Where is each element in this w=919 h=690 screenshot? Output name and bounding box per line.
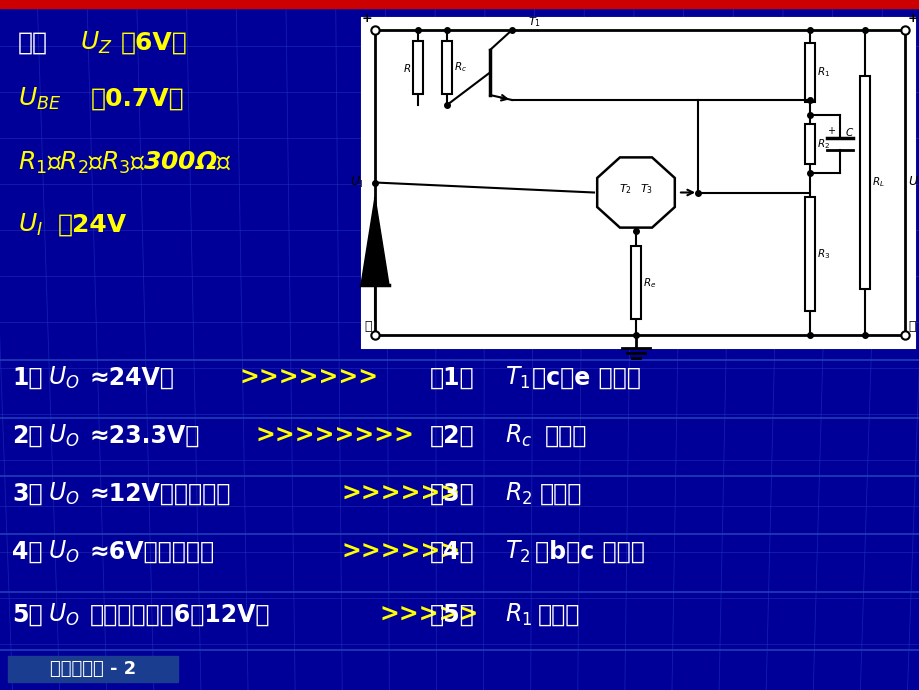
Text: ≈6V且不可调；: ≈6V且不可调； [90,540,215,564]
Text: 2）: 2） [12,424,42,448]
Text: $U_{BE}$: $U_{BE}$ [18,86,62,112]
Text: ≈12V且不可调；: ≈12V且不可调； [90,482,231,506]
Text: 已知: 已知 [18,31,48,55]
Text: $R_2$: $R_2$ [505,481,532,507]
Text: $T_1$: $T_1$ [505,365,529,391]
Bar [804,43,814,102]
Text: +: + [826,126,834,136]
Text: （5）: （5） [429,603,474,627]
Text: ＝6V，: ＝6V， [121,31,187,55]
Text: $R_1$: $R_1$ [505,602,532,628]
Text: $U_Z$: $U_Z$ [80,30,112,56]
FancyBboxPatch shape [8,656,177,682]
Text: （3）: （3） [429,482,474,506]
Text: $R$: $R$ [403,61,411,74]
Bar [441,41,451,94]
Text: 3）: 3） [12,482,42,506]
Text: ≈24V；: ≈24V； [90,366,175,390]
Polygon shape [596,157,674,228]
Text: >>>>>>: >>>>>> [342,540,460,564]
Bar [804,124,814,164]
Text: $U_O$: $U_O$ [48,602,80,628]
Text: $U_{\rm I}$: $U_{\rm I}$ [350,175,363,190]
Bar [361,18,914,348]
Text: $U_{\rm o}$: $U_{\rm o}$ [907,175,919,190]
Text: +: + [361,12,371,25]
Text: （4）: （4） [429,540,474,564]
Text: $R_e$: $R_e$ [642,276,655,290]
Text: 短路。: 短路。 [538,603,580,627]
Text: 可调范围变为6～12V。: 可调范围变为6～12V。 [90,603,270,627]
Text: $U_O$: $U_O$ [48,481,80,507]
Text: ＝24V: ＝24V [58,213,127,237]
Text: －: － [364,320,371,333]
Text: $T_2$: $T_2$ [505,539,529,565]
Text: ＝0.7V，: ＝0.7V， [91,87,185,111]
Text: （1）: （1） [429,366,474,390]
Text: $U_O$: $U_O$ [48,423,80,449]
Bar [413,41,423,94]
Bar [804,197,814,310]
Text: 总结习题课 - 2: 总结习题课 - 2 [50,660,136,678]
Text: 的b、c 短路；: 的b、c 短路； [535,540,644,564]
Text: $T_1$: $T_1$ [528,15,541,29]
Text: －: － [907,320,914,333]
Text: $U_O$: $U_O$ [48,539,80,565]
Text: >>>>>>>: >>>>>>> [240,366,379,390]
Text: $U_I$: $U_I$ [18,212,43,238]
Bar [0,0,919,8]
Polygon shape [360,197,389,285]
Text: >>>>>: >>>>> [380,603,479,627]
Text: 4）: 4） [12,540,42,564]
Text: 的c、e 短路；: 的c、e 短路； [531,366,641,390]
Text: 短路；: 短路； [539,482,582,506]
Text: $R_1$: $R_1$ [816,66,829,79]
Text: $U_O$: $U_O$ [48,365,80,391]
Text: $T_3$: $T_3$ [640,182,652,196]
Text: $T_2$: $T_2$ [618,182,630,196]
Text: $R_L$: $R_L$ [871,175,884,189]
Text: $R_2$: $R_2$ [816,137,829,150]
Text: 短路；: 短路； [544,424,586,448]
Text: >>>>>>>>: >>>>>>>> [255,424,414,448]
Text: +: + [907,12,918,25]
Text: ≈23.3V；: ≈23.3V； [90,424,200,448]
Text: $R_c$: $R_c$ [453,61,467,75]
Text: 1）: 1） [12,366,42,390]
Text: $C$: $C$ [844,126,853,138]
Text: （2）: （2） [429,424,474,448]
Text: $R_1＝R_2＝R_3＝$300Ω，: $R_1＝R_2＝R_3＝$300Ω， [18,150,232,176]
Bar [630,246,641,319]
Text: >>>>>>: >>>>>> [342,482,460,506]
Bar [859,76,869,289]
Text: 5）: 5） [12,603,42,627]
Text: $R_3$: $R_3$ [816,247,829,261]
Text: $R_c$: $R_c$ [505,423,532,449]
